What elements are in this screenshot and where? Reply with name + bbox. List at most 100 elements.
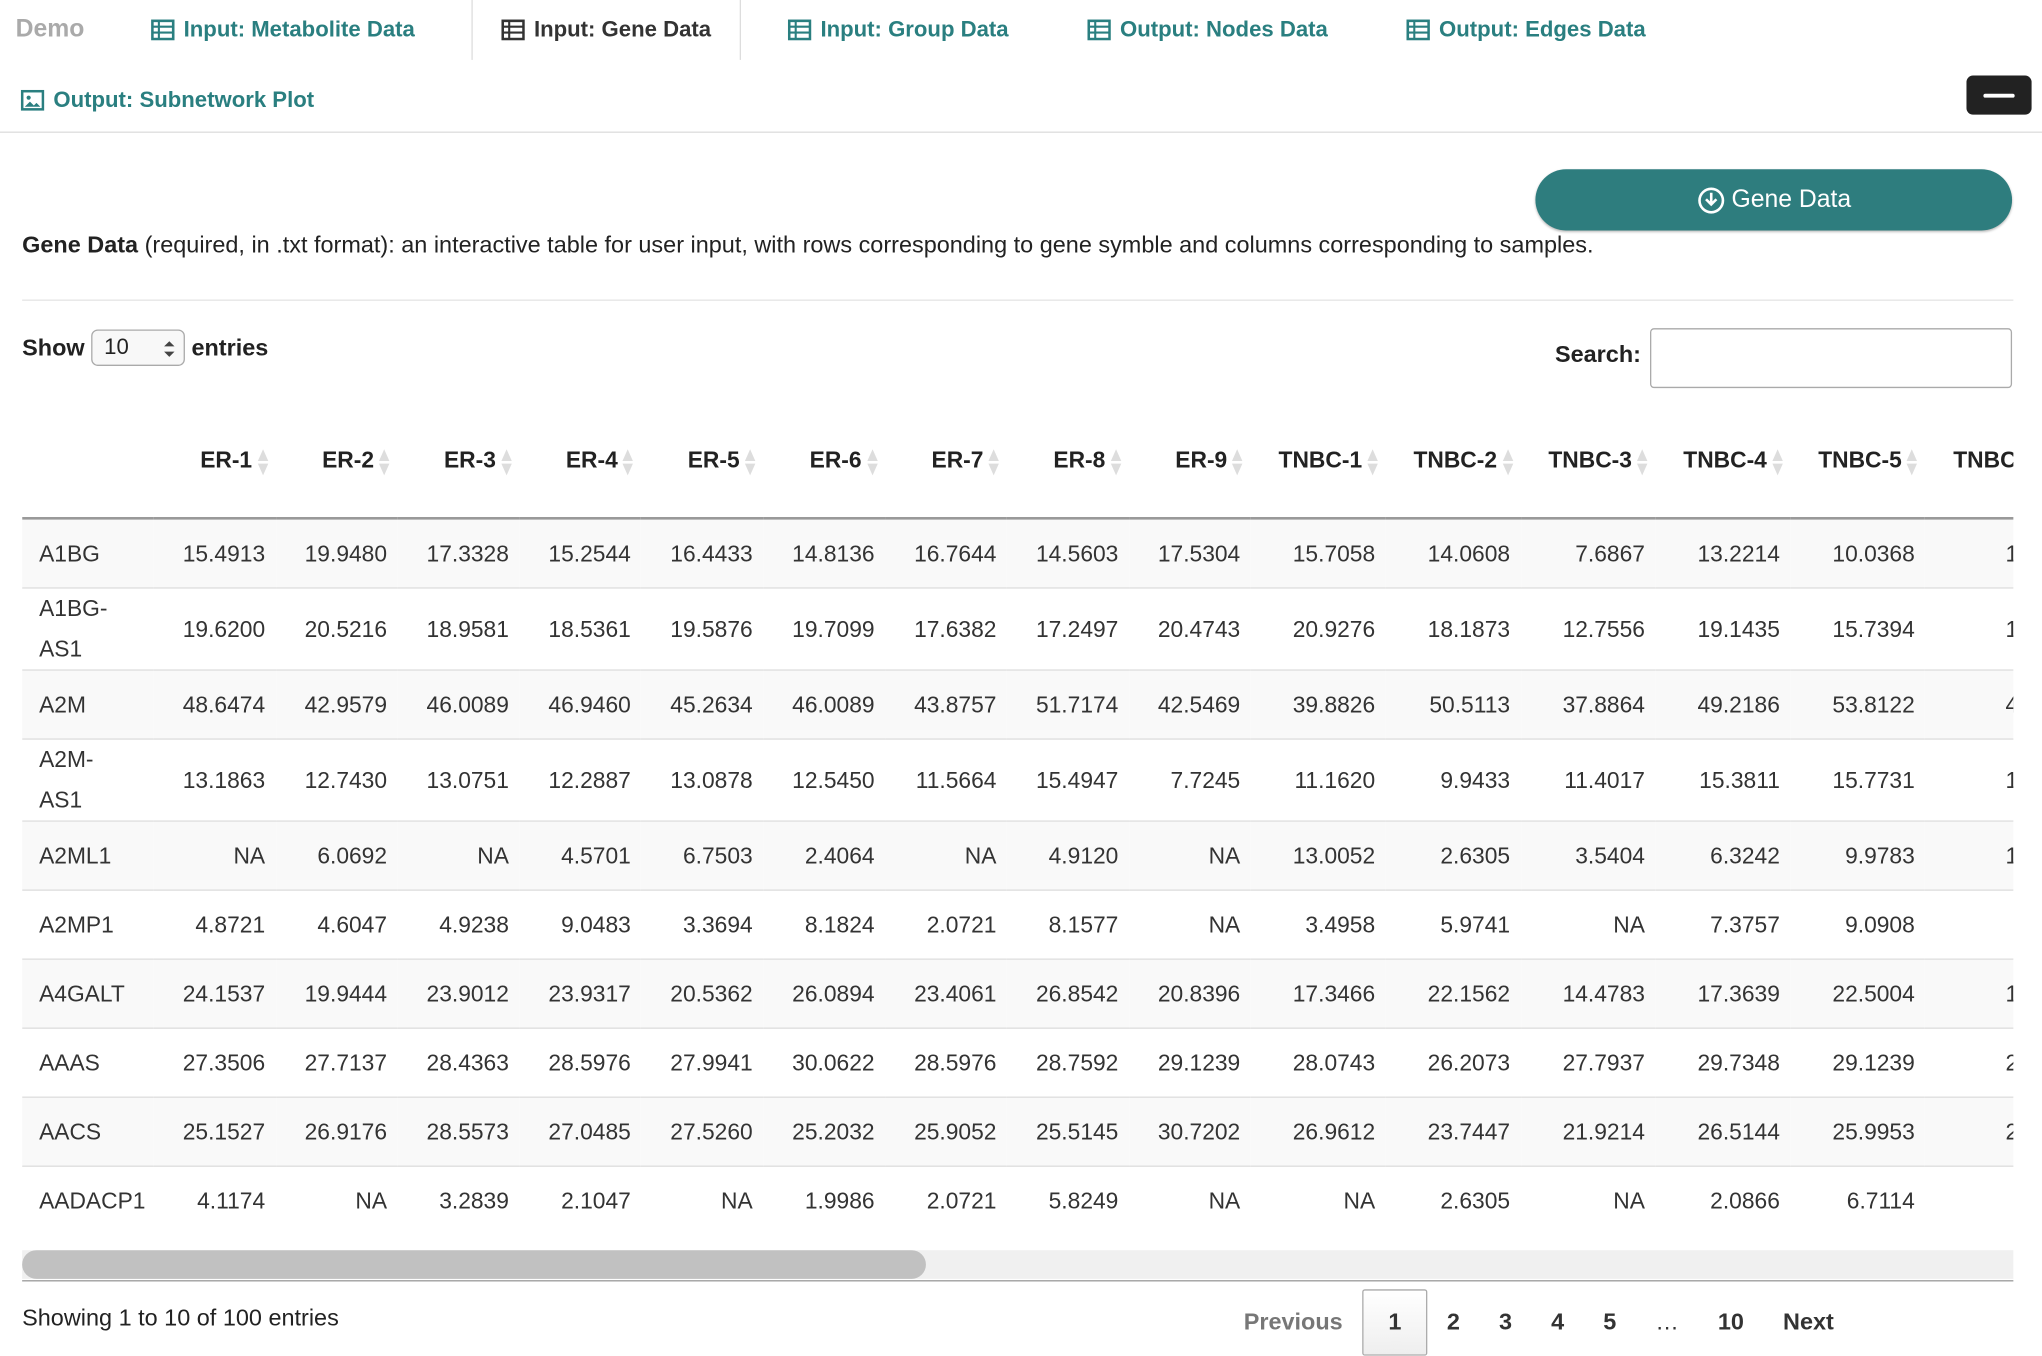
table-cell: 45.2634 <box>641 670 763 739</box>
sort-icon <box>1771 448 1784 477</box>
table-cell: 43.8757 <box>885 670 1007 739</box>
nav-tab[interactable]: Input: Group Data <box>788 0 1009 60</box>
column-header[interactable]: ER-1 <box>154 404 276 519</box>
column-header[interactable]: TNBC-2 <box>1386 404 1521 519</box>
table-cell: 17.3466 <box>1251 959 1386 1028</box>
page-next[interactable]: Next <box>1764 1291 1854 1355</box>
description: Gene Data (required, in .txt format): an… <box>22 232 1593 259</box>
nav-tab-label: Output: Edges Data <box>1439 17 1646 43</box>
table-cell: 27.7937 <box>1520 1028 1655 1097</box>
table-cell: 3.2839 <box>397 1166 519 1234</box>
sort-icon <box>1501 448 1514 477</box>
row-label-cell: AADACP1 <box>22 1166 154 1234</box>
table-cell: 4.5 <box>1925 890 2013 959</box>
table-cell: 14.0608 <box>1386 518 1521 588</box>
column-header[interactable]: TNBC-5 <box>1790 404 1925 519</box>
nav-tab[interactable]: Input: Metabolite Data <box>151 0 415 60</box>
page-previous[interactable]: Previous <box>1224 1291 1362 1355</box>
collapse-button[interactable] <box>1966 76 2031 115</box>
table-cell: 28.5573 <box>397 1097 519 1166</box>
table-cell: 2.6305 <box>1386 1166 1521 1234</box>
table-cell: 25.5145 <box>1007 1097 1129 1166</box>
table-cell: 27.0485 <box>519 1097 641 1166</box>
table-cell: 13.0052 <box>1251 821 1386 890</box>
column-header[interactable]: TNBC-1 <box>1251 404 1386 519</box>
column-header[interactable]: TNBC-3 <box>1520 404 1655 519</box>
column-header[interactable]: ER-5 <box>641 404 763 519</box>
column-header-label: ER-5 <box>688 447 740 473</box>
length-select[interactable]: 10 <box>91 329 185 365</box>
table-cell: 17.5304 <box>1129 518 1251 588</box>
table-cell: 23.4061 <box>885 959 1007 1028</box>
table-cell: 8.1577 <box>1007 890 1129 959</box>
column-header-label: ER-7 <box>932 447 984 473</box>
table-cell: NA <box>1129 890 1251 959</box>
row-label: A2M <box>39 684 122 724</box>
page-link[interactable]: 4 <box>1532 1291 1584 1355</box>
table-row: AACS25.152726.917628.557327.048527.52602… <box>22 1097 2013 1166</box>
table-cell: 12.7556 <box>1520 588 1655 670</box>
column-header[interactable]: ER-4 <box>519 404 641 519</box>
page-link[interactable]: 2 <box>1427 1291 1479 1355</box>
table-cell: 10.0368 <box>1790 518 1925 588</box>
table-cell: 18.5361 <box>519 588 641 670</box>
table-cell: 17.3639 <box>1655 959 1790 1028</box>
pagination: Previous12345…10Next <box>1224 1289 1853 1355</box>
column-header[interactable]: TNBC-6 <box>1925 404 2013 519</box>
column-header[interactable]: ER-3 <box>397 404 519 519</box>
table-cell: 19.9480 <box>276 518 398 588</box>
nav-tab[interactable]: Output: Subnetwork Plot <box>21 70 314 130</box>
row-label-cell: A1BG-AS1 <box>22 588 154 670</box>
table-cell: 14.8136 <box>763 518 885 588</box>
select-arrows <box>163 340 176 358</box>
row-label: AAAS <box>39 1042 122 1082</box>
table-cell: 53.8122 <box>1790 670 1925 739</box>
download-button[interactable]: Gene Data <box>1535 169 2012 230</box>
table-cell: 2.0721 <box>885 890 1007 959</box>
data-table: ER-1ER-2ER-3ER-4ER-5ER-6ER-7ER-8ER-9TNBC… <box>22 404 2013 1235</box>
page-link[interactable]: 10 <box>1698 1291 1763 1355</box>
column-header[interactable]: TNBC-4 <box>1655 404 1790 519</box>
table-cell: 20.9276 <box>1251 588 1386 670</box>
page-link[interactable]: 5 <box>1584 1291 1636 1355</box>
table-cell: 19.7099 <box>763 588 885 670</box>
table-cell: 24.1537 <box>154 959 276 1028</box>
page-link[interactable]: 3 <box>1480 1291 1532 1355</box>
search-input[interactable] <box>1650 328 2012 388</box>
nav-tab[interactable]: Input: Gene Data <box>471 0 741 60</box>
table-cell: 2.0721 <box>885 1166 1007 1234</box>
scrollbar-thumb[interactable] <box>22 1250 926 1279</box>
nav-tab[interactable]: Output: Edges Data <box>1406 0 1645 60</box>
column-header[interactable]: ER-2 <box>276 404 398 519</box>
search-label: Search: <box>1555 341 1641 368</box>
table-cell: 9.9433 <box>1386 739 1521 821</box>
table-cell: 16.4433 <box>641 518 763 588</box>
brand[interactable]: Demo <box>16 0 85 60</box>
table-cell: 26.8542 <box>1007 959 1129 1028</box>
table-cell: 19.1435 <box>1655 588 1790 670</box>
column-header[interactable]: ER-8 <box>1007 404 1129 519</box>
page-link[interactable]: 1 <box>1362 1289 1427 1355</box>
table-cell: 19.9 <box>1925 588 2013 670</box>
table-cell: 13.5 <box>1925 739 2013 821</box>
table-cell: 5.8249 <box>1007 1166 1129 1234</box>
nav-tab-label: Output: Subnetwork Plot <box>53 87 314 113</box>
length-menu: Show 10 entries <box>22 328 268 367</box>
sort-icon <box>987 448 1000 477</box>
column-header[interactable]: ER-6 <box>763 404 885 519</box>
sort-icon <box>1231 448 1244 477</box>
table-cell: 48.6474 <box>154 670 276 739</box>
table-cell: 46.0089 <box>763 670 885 739</box>
entries-label: entries <box>191 334 268 361</box>
header-row: ER-1ER-2ER-3ER-4ER-5ER-6ER-7ER-8ER-9TNBC… <box>22 404 2013 519</box>
row-label: A1BG <box>39 533 122 573</box>
table-cell: 11.5664 <box>885 739 1007 821</box>
table-cell: 7.3757 <box>1655 890 1790 959</box>
column-header[interactable]: ER-7 <box>885 404 1007 519</box>
page-ellipsis: … <box>1636 1291 1699 1355</box>
column-header[interactable]: ER-9 <box>1129 404 1251 519</box>
table-cell: 23.9317 <box>519 959 641 1028</box>
sort-icon <box>378 448 391 477</box>
table-cell: 25.9953 <box>1790 1097 1925 1166</box>
nav-tab[interactable]: Output: Nodes Data <box>1087 0 1327 60</box>
